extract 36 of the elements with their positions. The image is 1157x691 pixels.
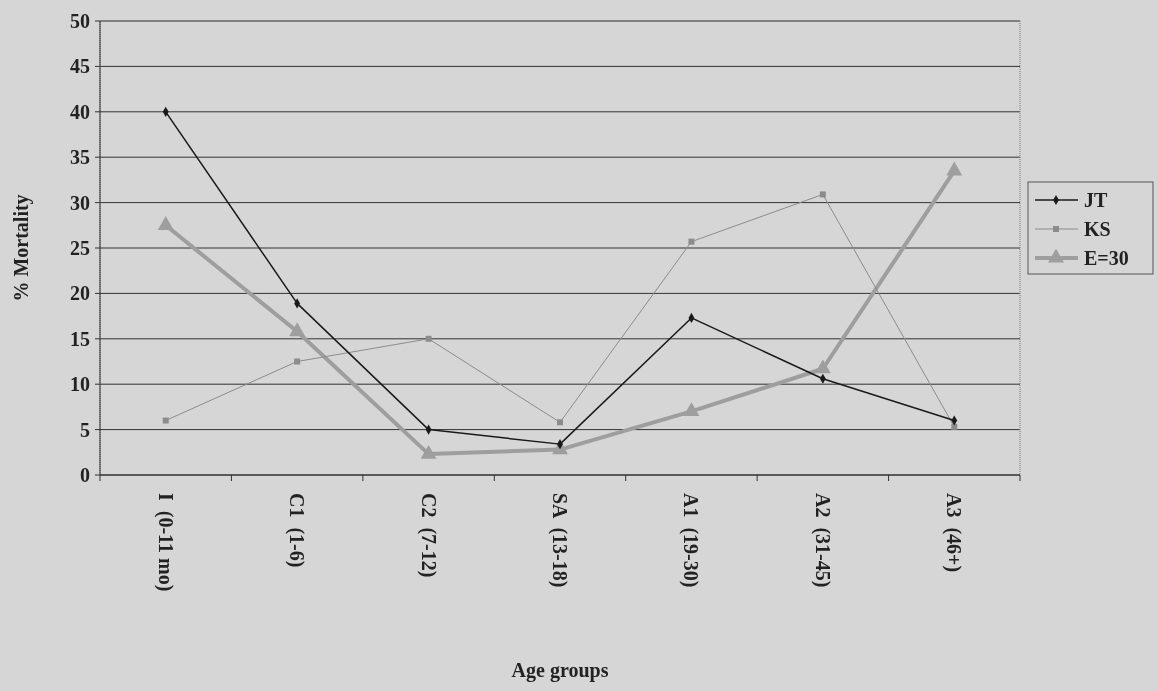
y-tick-label: 45 — [70, 55, 90, 78]
point — [557, 419, 563, 426]
point — [819, 191, 826, 198]
x-tick-label: SA (13-18) — [548, 493, 571, 588]
x-tick-label: A3 (46+) — [942, 493, 966, 573]
point — [683, 402, 700, 417]
x-tick-label: I (0-11 mo) — [153, 493, 177, 592]
point — [420, 444, 437, 459]
y-tick-label: 35 — [70, 146, 90, 169]
x-tick-label: A2 (31-45) — [810, 493, 834, 588]
y-tick-label: 15 — [70, 327, 90, 350]
x-axis-title: Age groups — [511, 659, 609, 682]
point — [814, 359, 831, 374]
y-axis-title: % Mortality — [10, 194, 33, 302]
point — [946, 161, 963, 176]
point — [425, 335, 432, 342]
point — [294, 358, 301, 365]
y-tick-label: 10 — [70, 373, 90, 396]
point — [688, 238, 695, 245]
point — [162, 417, 169, 424]
x-tick-label: C1 (1-6) — [285, 493, 309, 568]
y-tick-label: 20 — [70, 282, 90, 305]
point — [289, 322, 306, 337]
legend-label: E=30 — [1084, 247, 1129, 269]
x-tick-label: A1 (19-30) — [679, 493, 703, 588]
y-tick-label: 5 — [80, 418, 90, 441]
y-tick-label: 40 — [70, 100, 90, 123]
y-tick-label: 50 — [70, 10, 90, 32]
y-tick-label: 30 — [70, 191, 90, 214]
legend-label: KS — [1084, 218, 1111, 240]
point — [951, 423, 958, 430]
x-tick-label: C2 (7-12) — [416, 493, 440, 578]
y-tick-label: 0 — [80, 464, 90, 486]
y-tick-label: 25 — [70, 237, 90, 259]
legend-label: JT — [1084, 189, 1108, 211]
point — [157, 216, 174, 230]
